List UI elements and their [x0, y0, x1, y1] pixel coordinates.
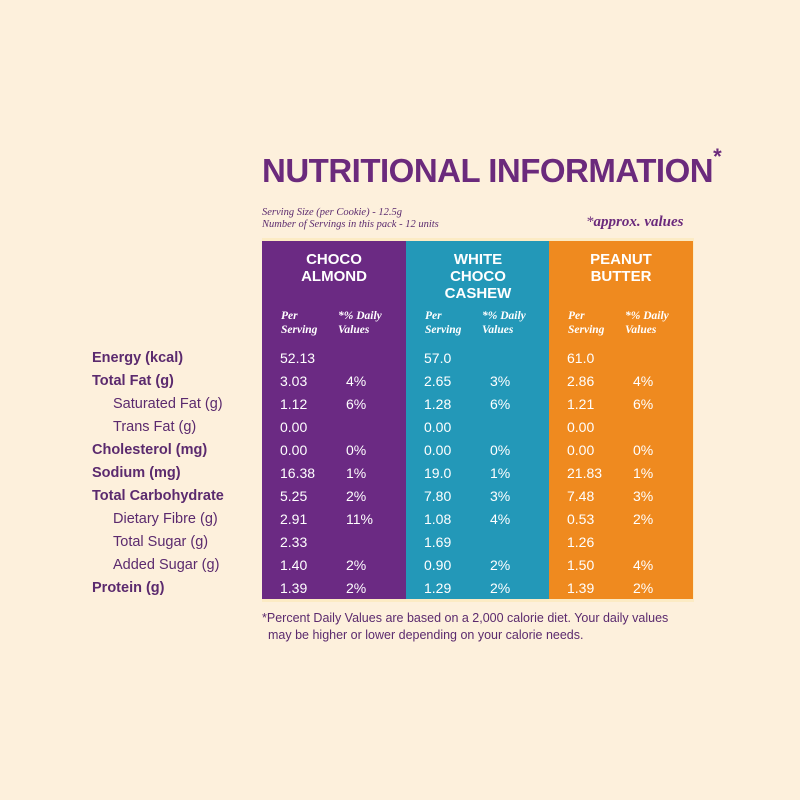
daily-value-header: *% Daily Values — [625, 310, 669, 336]
per-serving-value: 52.13 — [280, 350, 316, 366]
per-serving-value: 7.80 — [424, 488, 452, 504]
nutrient-label: Energy (kcal) — [92, 350, 184, 366]
per-serving-value: 1.08 — [424, 511, 452, 527]
per-serving-value: 2.33 — [280, 534, 308, 550]
daily-value-percent: 1% — [633, 465, 654, 481]
footnote: *Percent Daily Values are based on a 2,0… — [262, 610, 712, 644]
per-serving-value: 1.28 — [424, 396, 452, 412]
footnote-line-1: *Percent Daily Values are based on a 2,0… — [262, 611, 669, 625]
per-serving-value: 1.39 — [567, 580, 595, 596]
daily-value-percent: 2% — [633, 580, 654, 596]
per-serving-value: 2.91 — [280, 511, 308, 527]
per-serving-value: 1.29 — [424, 580, 452, 596]
daily-value-percent: 6% — [346, 396, 367, 412]
daily-value-percent: 0% — [633, 442, 654, 458]
column-title: PEANUT BUTTER — [590, 251, 652, 285]
daily-value-percent: 2% — [633, 511, 654, 527]
per-serving-value: 21.83 — [567, 465, 603, 481]
per-serving-value: 16.38 — [280, 465, 316, 481]
per-serving-value: 0.00 — [280, 442, 308, 458]
daily-value-percent: 3% — [490, 488, 511, 504]
daily-value-percent: 2% — [346, 488, 367, 504]
daily-value-header: *% Daily Values — [482, 310, 526, 336]
per-serving-value: 0.90 — [424, 557, 452, 573]
nutrient-label: Added Sugar (g) — [113, 557, 220, 573]
daily-value-percent: 3% — [490, 373, 511, 389]
footnote-line-2: may be higher or lower depending on your… — [268, 628, 584, 642]
column-white-choco-cashew: WHITE CHOCO CASHEW Per Serving *% Daily … — [406, 241, 550, 599]
per-serving-header: Per Serving — [568, 310, 605, 336]
column-title: WHITE CHOCO CASHEW — [444, 251, 512, 302]
nutrient-label: Protein (g) — [92, 580, 165, 596]
daily-value-percent: 4% — [633, 557, 654, 573]
per-serving-value: 1.21 — [567, 396, 595, 412]
daily-value-percent: 2% — [490, 557, 511, 573]
per-serving-value: 1.39 — [280, 580, 308, 596]
daily-value-percent: 2% — [346, 557, 367, 573]
nutrient-label: Dietary Fibre (g) — [113, 511, 218, 527]
daily-value-percent: 0% — [490, 442, 511, 458]
per-serving-value: 1.26 — [567, 534, 595, 550]
nutrient-label: Cholesterol (mg) — [92, 442, 208, 458]
nutrient-label: Sodium (mg) — [92, 465, 181, 481]
per-serving-value: 2.65 — [424, 373, 452, 389]
daily-value-percent: 6% — [490, 396, 511, 412]
per-serving-header: Per Serving — [425, 310, 462, 336]
column-choco-almond: CHOCO ALMOND Per Serving *% Daily Values — [262, 241, 406, 599]
daily-value-percent: 1% — [490, 465, 511, 481]
daily-value-percent: 4% — [346, 373, 367, 389]
per-serving-value: 1.69 — [424, 534, 452, 550]
per-serving-value: 1.12 — [280, 396, 308, 412]
daily-value-percent: 2% — [490, 580, 511, 596]
nutrient-label: Total Sugar (g) — [113, 534, 209, 550]
per-serving-value: 3.03 — [280, 373, 308, 389]
daily-value-header: *% Daily Values — [338, 310, 382, 336]
per-serving-value: 0.53 — [567, 511, 595, 527]
per-serving-value: 0.00 — [567, 419, 595, 435]
per-serving-value: 1.40 — [280, 557, 308, 573]
daily-value-percent: 3% — [633, 488, 654, 504]
per-serving-header: Per Serving — [281, 310, 318, 336]
page-title: NUTRITIONAL INFORMATION* — [262, 144, 722, 189]
per-serving-value: 7.48 — [567, 488, 595, 504]
daily-value-percent: 11% — [346, 511, 373, 527]
nutrient-label: Trans Fat (g) — [113, 419, 197, 435]
per-serving-value: 0.00 — [280, 419, 308, 435]
column-peanut-butter: PEANUT BUTTER Per Serving *% Daily Value… — [549, 241, 693, 599]
per-serving-value: 0.00 — [424, 419, 452, 435]
daily-value-percent: 4% — [490, 511, 511, 527]
nutrient-label: Total Fat (g) — [92, 373, 174, 389]
per-serving-value: 0.00 — [424, 442, 452, 458]
nutrient-labels: Energy (kcal) Total Fat (g) Saturated Fat … — [92, 347, 224, 600]
nutrient-label: Saturated Fat (g) — [113, 396, 223, 412]
column-title: CHOCO ALMOND — [301, 251, 367, 285]
serving-size: Serving Size (per Cookie) - 12.5g — [262, 207, 402, 218]
servings-count: Number of Servings in this pack - 12 uni… — [262, 219, 439, 230]
per-serving-value: 5.25 — [280, 488, 308, 504]
per-serving-value: 19.0 — [424, 465, 452, 481]
daily-value-percent: 0% — [346, 442, 367, 458]
serving-info: Serving Size (per Cookie) - 12.5g Number… — [262, 207, 439, 231]
per-serving-value: 0.00 — [567, 442, 595, 458]
title-asterisk: * — [713, 144, 722, 169]
daily-value-percent: 6% — [633, 396, 654, 412]
daily-value-percent: 4% — [633, 373, 654, 389]
approx-note: *approx. values — [586, 214, 684, 230]
nutrient-label: Total Carbohydrate — [92, 488, 224, 504]
per-serving-value: 61.0 — [567, 350, 595, 366]
per-serving-value: 2.86 — [567, 373, 595, 389]
daily-value-percent: 1% — [346, 465, 367, 481]
per-serving-value: 57.0 — [424, 350, 452, 366]
per-serving-value: 1.50 — [567, 557, 595, 573]
daily-value-percent: 2% — [346, 580, 367, 596]
